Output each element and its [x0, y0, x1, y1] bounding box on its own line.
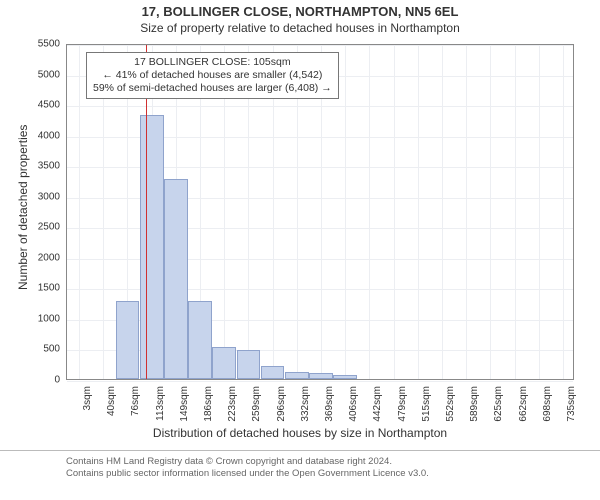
reference-info-box: 17 BOLLINGER CLOSE: 105sqm ← 41% of deta… [86, 52, 339, 99]
y-tick-label: 2500 [28, 222, 60, 233]
x-tick-label: 479sqm [397, 386, 408, 422]
info-line-1: 17 BOLLINGER CLOSE: 105sqm [93, 56, 332, 69]
histogram-bar [212, 347, 236, 379]
histogram-bar [261, 366, 285, 379]
x-tick-label: 296sqm [276, 386, 287, 422]
histogram-bar [237, 350, 261, 379]
y-tick-label: 5500 [28, 39, 60, 50]
x-tick-label: 40sqm [106, 386, 117, 416]
x-tick-label: 406sqm [348, 386, 359, 422]
x-tick-label: 442sqm [372, 386, 383, 422]
y-tick-label: 0 [28, 375, 60, 386]
gridline-vertical [345, 45, 346, 379]
x-tick-label: 332sqm [300, 386, 311, 422]
x-tick-label: 589sqm [469, 386, 480, 422]
histogram-bar [188, 301, 212, 379]
x-tick-label: 223sqm [227, 386, 238, 422]
x-tick-label: 186sqm [203, 386, 214, 422]
chart-title: 17, BOLLINGER CLOSE, NORTHAMPTON, NN5 6E… [0, 4, 600, 19]
x-tick-label: 149sqm [179, 386, 190, 422]
gridline-vertical [369, 45, 370, 379]
y-axis-label: Number of detached properties [16, 125, 30, 290]
x-tick-label: 259sqm [251, 386, 262, 422]
x-tick-label: 625sqm [493, 386, 504, 422]
x-tick-label: 698sqm [542, 386, 553, 422]
chart-subtitle: Size of property relative to detached ho… [0, 21, 600, 35]
info-line-3: 59% of semi-detached houses are larger (… [93, 82, 332, 95]
histogram-bar [333, 375, 357, 379]
x-tick-label: 3sqm [82, 386, 93, 410]
gridline-horizontal [67, 381, 573, 382]
gridline-vertical [418, 45, 419, 379]
histogram-bar [285, 372, 309, 379]
gridline-horizontal [67, 106, 573, 107]
x-tick-label: 735sqm [566, 386, 577, 422]
x-axis-label: Distribution of detached houses by size … [0, 426, 600, 440]
y-tick-label: 1000 [28, 313, 60, 324]
info-line-2: ← 41% of detached houses are smaller (4,… [93, 69, 332, 82]
y-tick-label: 1500 [28, 283, 60, 294]
gridline-vertical [466, 45, 467, 379]
y-tick-label: 4500 [28, 100, 60, 111]
gridline-vertical [442, 45, 443, 379]
x-tick-label: 552sqm [445, 386, 456, 422]
footer-line-2: Contains public sector information licen… [66, 468, 429, 480]
gridline-vertical [79, 45, 80, 379]
histogram-bar [140, 115, 164, 379]
gridline-vertical [394, 45, 395, 379]
y-tick-label: 3000 [28, 191, 60, 202]
gridline-vertical [563, 45, 564, 379]
x-tick-label: 369sqm [324, 386, 335, 422]
footer-divider [0, 450, 600, 451]
gridline-vertical [539, 45, 540, 379]
histogram-bar [164, 179, 188, 379]
y-tick-label: 4000 [28, 130, 60, 141]
x-tick-label: 76sqm [130, 386, 141, 416]
x-tick-label: 113sqm [155, 386, 166, 421]
footer-attribution: Contains HM Land Registry data © Crown c… [66, 456, 429, 480]
histogram-bar [309, 373, 333, 379]
gridline-horizontal [67, 45, 573, 46]
footer-line-1: Contains HM Land Registry data © Crown c… [66, 456, 429, 468]
x-tick-label: 515sqm [421, 386, 432, 422]
histogram-bar [116, 301, 140, 379]
y-tick-label: 500 [28, 344, 60, 355]
gridline-vertical [515, 45, 516, 379]
y-tick-label: 5000 [28, 69, 60, 80]
x-tick-label: 662sqm [518, 386, 529, 422]
y-tick-label: 2000 [28, 252, 60, 263]
y-tick-label: 3500 [28, 161, 60, 172]
gridline-vertical [490, 45, 491, 379]
